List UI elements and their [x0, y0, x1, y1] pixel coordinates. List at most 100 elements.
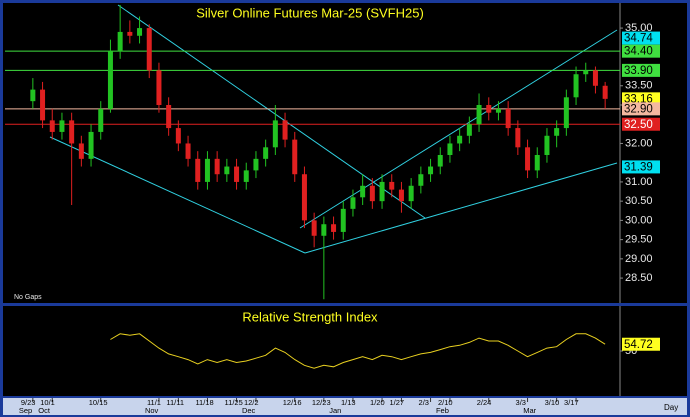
candle-body: [389, 181, 395, 190]
x-tick-label: 12/23: [312, 398, 331, 407]
candle-body: [534, 155, 540, 171]
candle-body: [127, 31, 133, 36]
level-label: 34.40: [624, 46, 653, 58]
candle-body: [253, 158, 259, 171]
candle-body: [428, 166, 434, 175]
candle-body: [301, 174, 307, 221]
candle-body: [379, 181, 385, 202]
note: No Gaps: [14, 294, 42, 301]
candle-body: [408, 185, 414, 202]
candle-body: [321, 224, 327, 236]
rsi-value-box: [622, 337, 660, 351]
x-tick-label: 9/23: [21, 398, 36, 407]
level-label: 32.90: [624, 103, 653, 115]
candle-body: [263, 147, 269, 159]
x-tick-label: 11/18: [195, 398, 213, 407]
y-tick-label: 28.50: [625, 272, 653, 284]
candle-body: [573, 74, 579, 98]
y-tick-label: 32.00: [625, 137, 653, 149]
price-panel: [3, 3, 687, 303]
level-label: 31.39: [624, 161, 653, 173]
candle-body: [476, 105, 482, 125]
candle-body: [466, 124, 472, 136]
level-box: [622, 160, 660, 174]
y-tick-label: 30.50: [625, 195, 653, 207]
candle-body: [137, 28, 143, 36]
candle-body: [398, 189, 404, 202]
rsi-value-label: 54.72: [624, 339, 653, 351]
rsi-panel: [3, 306, 687, 396]
level-label: 32.50: [624, 119, 653, 131]
candle-body: [486, 105, 492, 113]
month-label: Jan: [329, 406, 341, 415]
candle-body: [59, 120, 65, 132]
date-strip: [3, 398, 687, 415]
level-box: [622, 117, 660, 131]
candle-body: [69, 120, 75, 144]
y-tick-label: 29.00: [625, 253, 653, 265]
candle-body: [360, 185, 366, 198]
candle-body: [78, 143, 84, 159]
candle-body: [350, 197, 356, 209]
candle-body: [234, 166, 240, 182]
candle-body: [107, 51, 113, 109]
x-tick-label: 2/24: [477, 398, 492, 407]
candle-body: [554, 128, 560, 136]
candle-body: [195, 158, 201, 182]
y-tick-label: 29.50: [625, 234, 653, 246]
candle-body: [243, 170, 249, 182]
level-box: [622, 63, 660, 77]
candle-body: [175, 128, 181, 144]
candle-body: [146, 28, 152, 71]
candle-body: [331, 224, 337, 232]
candle-body: [117, 31, 123, 52]
candle-body: [49, 120, 55, 132]
candle-body: [156, 70, 162, 105]
candle-body: [224, 166, 230, 175]
x-tick-label: 12/16: [283, 398, 302, 407]
candle-body: [214, 158, 220, 175]
candle-body: [505, 108, 511, 129]
candle-body: [166, 105, 172, 129]
y-tick-label: 31.00: [625, 176, 653, 188]
candle-body: [457, 135, 463, 144]
candle-body: [515, 128, 521, 148]
level-label: 34.74: [624, 33, 653, 45]
x-tick-label: 10/1: [40, 398, 55, 407]
candle-body: [544, 135, 550, 155]
month-label: Nov: [145, 406, 159, 415]
x-tick-label: 2/10: [438, 398, 453, 407]
candle-body: [418, 174, 424, 186]
level-box: [622, 92, 660, 106]
y-tick-label: 30.00: [625, 214, 653, 226]
candle-body: [583, 70, 589, 75]
month-label: Sep: [19, 406, 32, 415]
level-box: [622, 102, 660, 116]
x-tick-label: 1/27: [389, 398, 404, 407]
x-tick-label: 3/3: [516, 398, 526, 407]
candle-body: [282, 120, 288, 140]
candle-body: [40, 89, 46, 121]
candle-body: [185, 143, 191, 159]
candle-body: [495, 108, 501, 113]
x-tick-label: 11/1: [147, 398, 161, 407]
month-label: Oct: [38, 406, 51, 415]
x-tick-label: 3/10: [545, 398, 560, 407]
x-tick-label: 11/25: [225, 398, 243, 407]
chart-title: Silver Online Futures Mar-25 (SVFH25): [196, 5, 424, 20]
y-tick-label: 33.50: [625, 80, 653, 92]
candle-body: [98, 108, 104, 132]
candle-body: [292, 139, 298, 175]
month-label: Mar: [523, 406, 536, 415]
x-unit-label: Day: [664, 403, 678, 412]
candle-body: [447, 143, 453, 155]
y-tick-label: 35.00: [625, 22, 653, 34]
x-tick-label: 1/13: [341, 398, 356, 407]
candle-body: [204, 158, 210, 182]
x-tick-label: 3/17: [564, 398, 579, 407]
trendline: [304, 162, 618, 254]
candle-body: [88, 131, 94, 159]
candle-body: [525, 147, 531, 171]
x-tick-label: 2/3: [419, 398, 429, 407]
